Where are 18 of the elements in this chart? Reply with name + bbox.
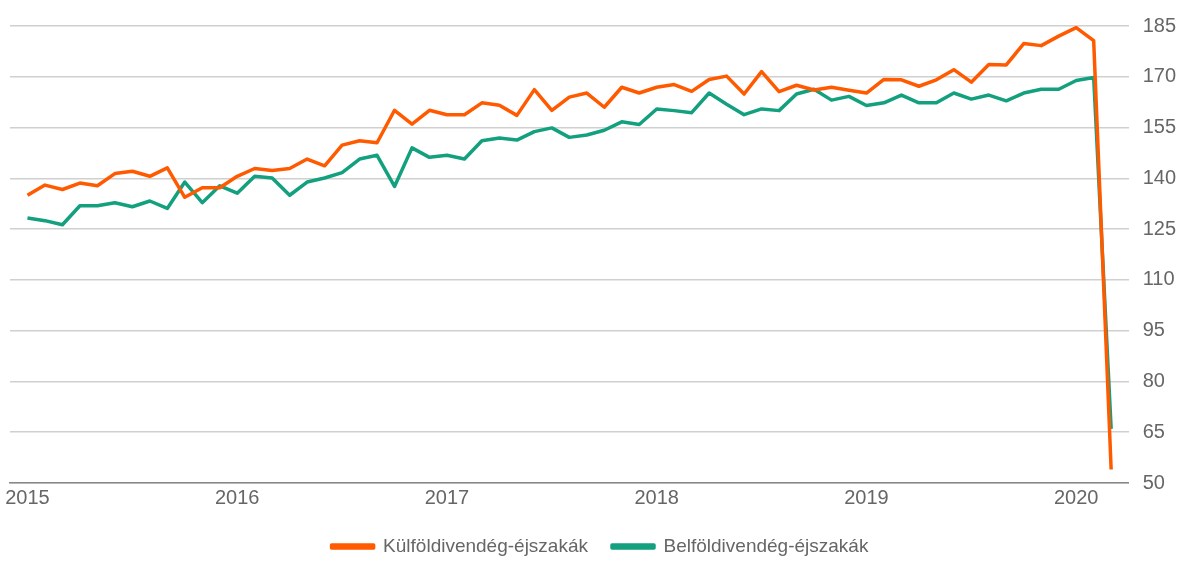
y-tick-label: 80 (1142, 368, 1165, 391)
x-tick-label: 2015 (5, 485, 50, 508)
y-tick-label: 95 (1142, 318, 1165, 341)
x-tick-label: 2018 (634, 485, 679, 508)
y-tick-label: 140 (1142, 165, 1177, 188)
y-tick-label: 155 (1142, 115, 1177, 138)
y-tick-label: 65 (1142, 419, 1165, 442)
y-tick-label: 185 (1142, 13, 1177, 36)
legend-label: Külföldivendég-éjszakák (383, 534, 589, 556)
y-tick-label: 110 (1142, 267, 1175, 290)
x-tick-label: 2019 (844, 485, 889, 508)
x-tick-label: 2020 (1053, 485, 1099, 508)
x-tick-label: 2017 (424, 485, 470, 508)
legend-label: Belföldivendég-éjszakák (663, 534, 869, 556)
x-tick-label: 2016 (214, 485, 260, 508)
y-tick-label: 125 (1142, 216, 1177, 239)
y-tick-label: 170 (1142, 64, 1177, 87)
y-tick-label: 50 (1142, 470, 1165, 493)
